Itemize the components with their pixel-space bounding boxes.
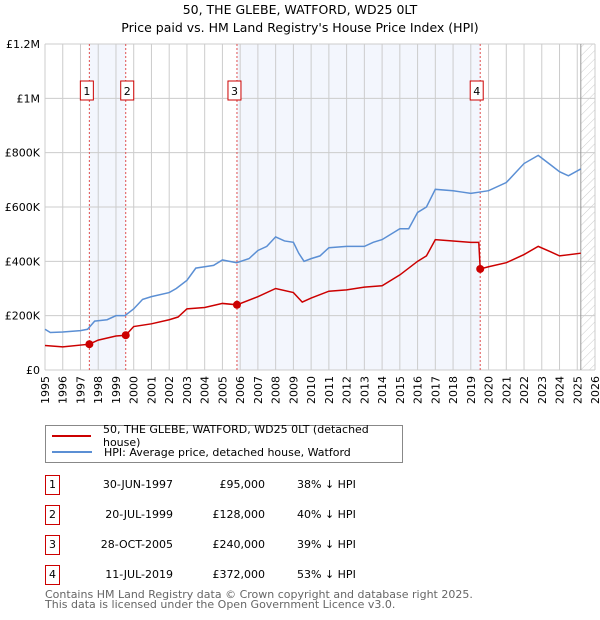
legend-swatch-property (52, 435, 91, 437)
x-tick-label: 2021 (500, 376, 513, 404)
transaction-price: £95,000 (219, 478, 266, 491)
x-tick-label: 1999 (110, 376, 123, 404)
x-tick-label: 2019 (465, 376, 478, 404)
sale-label-box (79, 80, 94, 101)
x-tick-label: 2018 (447, 376, 460, 404)
transaction-price: £240,000 (212, 538, 266, 551)
y-tick-label: £1.2M (6, 38, 40, 51)
sale-label: 3 (231, 85, 238, 98)
x-tick-label: 2001 (145, 376, 158, 404)
transaction-row: 2 20-JUL-1999 £128,000 40% ↓ HPI (45, 505, 445, 525)
sale-point (232, 300, 241, 309)
x-tick-label: 1998 (92, 376, 105, 404)
sale-label: 4 (473, 85, 480, 98)
sale-label-box (120, 80, 135, 101)
transaction-number: 2 (45, 505, 60, 525)
x-tick-label: 2005 (216, 376, 229, 404)
x-tick-label: 2000 (128, 376, 141, 404)
price-chart: 1995 1996 1997 1998 1999 2000 2001 2002 2003 2004… (5, 38, 600, 404)
footer-line1: Contains HM Land Registry data © Crown c… (45, 588, 473, 601)
legend-hpi: HPI: Average price, detached house, Watf… (104, 445, 351, 459)
y-tick-label: £600K (5, 201, 41, 214)
sale-label: 1 (83, 85, 90, 98)
footer: Contains HM Land Registry data © Crown c… (45, 588, 473, 611)
x-tick-label: 2011 (323, 376, 336, 404)
x-tick-label: 2014 (376, 376, 389, 404)
x-tick-label: 2026 (589, 376, 600, 404)
transaction-hpi-diff: 39% ↓ HPI (297, 538, 356, 551)
x-tick-label: 2004 (199, 376, 212, 404)
x-tick-label: 2007 (252, 376, 265, 404)
y-tick-label: £1M (17, 92, 41, 105)
x-tick-label: 2006 (234, 376, 247, 404)
transaction-price: £372,000 (212, 568, 266, 581)
x-tick-label: 2023 (536, 376, 549, 404)
sale-label-box (227, 80, 242, 101)
x-tick-label: 2012 (341, 376, 354, 404)
x-tick-label: 2022 (518, 376, 531, 404)
property-price-line (44, 238, 581, 348)
legend-property: 50, THE GLEBE, WATFORD, WD25 0LT (detach… (102, 423, 369, 449)
x-tick-label: 1995 (39, 376, 52, 404)
y-tick-label: £0 (26, 364, 40, 377)
hpi-line (44, 154, 582, 334)
transaction-price: £128,000 (212, 508, 266, 521)
x-tick-label: 1996 (57, 376, 70, 404)
sale-label: 2 (124, 85, 131, 98)
legend-swatch-hpi (52, 451, 92, 453)
transaction-number: 4 (45, 565, 60, 585)
legend: 50, THE GLEBE, WATFORD, WD25 0LT (detach… (45, 423, 403, 463)
sale-point (85, 340, 94, 349)
x-tick-label: 2017 (429, 376, 442, 404)
x-tick-label: 2002 (163, 376, 176, 404)
transaction-number: 3 (45, 535, 60, 555)
x-tick-label: 2015 (394, 376, 407, 404)
y-tick-label: £200K (5, 310, 41, 323)
x-tick-label: 2025 (571, 376, 584, 404)
sale-point (476, 264, 485, 273)
x-tick-label: 2003 (181, 376, 194, 404)
sale-label-box (469, 80, 484, 101)
chart-title: 50, THE GLEBE, WATFORD, WD25 0LT (182, 2, 418, 17)
transaction-date: 11-JUL-2019 (105, 568, 173, 581)
x-tick-label: 2013 (358, 376, 371, 404)
x-tick-label: 2024 (554, 376, 567, 404)
transaction-date: 28-OCT-2005 (100, 538, 173, 551)
transaction-number: 1 (45, 475, 60, 495)
x-tick-label: 2020 (483, 376, 496, 404)
transaction-row: 4 11-JUL-2019 £372,000 53% ↓ HPI (45, 565, 445, 585)
transaction-date: 30-JUN-1997 (102, 478, 173, 491)
transaction-hpi-diff: 40% ↓ HPI (297, 508, 356, 521)
x-tick-label: 2016 (412, 376, 425, 404)
transaction-row: 1 30-JUN-1997 £95,000 38% ↓ HPI (45, 475, 445, 495)
x-tick-label: 2010 (305, 376, 318, 404)
chart-subtitle: Price paid vs. HM Land Registry's House … (121, 20, 479, 35)
x-tick-label: 2009 (287, 376, 300, 404)
x-tick-label: 1997 (74, 376, 87, 404)
transaction-hpi-diff: 38% ↓ HPI (297, 478, 356, 491)
footer-line2: This data is licensed under the Open Gov… (45, 598, 396, 611)
sale-point (121, 331, 130, 340)
y-tick-label: £400K (5, 255, 41, 268)
transaction-row: 3 28-OCT-2005 £240,000 39% ↓ HPI (45, 535, 445, 555)
transaction-hpi-diff: 53% ↓ HPI (297, 568, 356, 581)
y-tick-label: £800K (5, 147, 41, 160)
x-tick-label: 2008 (270, 376, 283, 404)
transaction-date: 20-JUL-1999 (105, 508, 173, 521)
